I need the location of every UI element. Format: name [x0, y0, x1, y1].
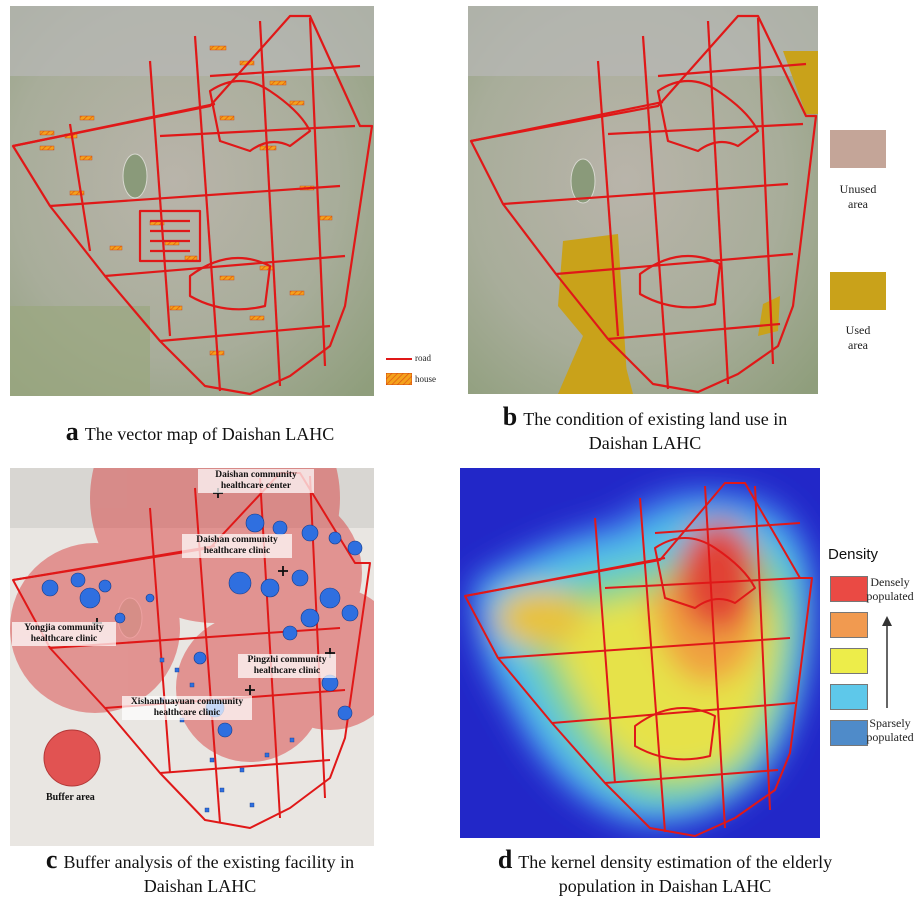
- density-swatch-3: [830, 648, 868, 674]
- used-area-label: Used area: [826, 323, 890, 353]
- panel-a-vector-map: [10, 6, 374, 396]
- unused-area-swatch: [830, 130, 886, 168]
- sparsely-populated-label: Sparsely populated: [862, 716, 918, 744]
- buffer-map-image: [10, 468, 374, 846]
- used-area-line-1: Used: [845, 323, 871, 337]
- caption-c-line-1: Buffer analysis of the existing facility…: [63, 852, 355, 872]
- density-legend-title: Density: [828, 546, 879, 563]
- density-swatch-2: [830, 612, 868, 638]
- caption-d-letter: d: [497, 845, 513, 874]
- caption-d-line-1: The kernel density estimation of the eld…: [518, 852, 833, 872]
- road-legend-icon: [386, 358, 412, 360]
- vector-map-image: [10, 6, 374, 396]
- facility-label-xishanhuayuan-clinic: Xishanhuayuan community healthcare clini…: [122, 696, 252, 720]
- density-swatch-5: [830, 720, 868, 746]
- house-legend-label: house: [415, 374, 436, 384]
- facility-label-pingzhi-clinic: Pingzhi community healthcare clinic: [238, 654, 336, 678]
- density-swatch-1: [830, 576, 868, 602]
- facility-label-xishanhuayuan-clinic-line-2: healthcare clinic: [153, 708, 221, 718]
- facility-label-healthcare-center-line-1: Daishan community: [215, 470, 297, 480]
- used-area-swatch: [830, 272, 886, 310]
- facility-label-yongjia-clinic: Yongjia community healthcare clinic: [12, 622, 116, 646]
- caption-b: b The condition of existing land use in D…: [470, 402, 820, 455]
- caption-c: c Buffer analysis of the existing facilit…: [0, 845, 400, 898]
- buffer-area-label: Buffer area: [46, 792, 95, 803]
- land-use-map-image: [468, 6, 818, 394]
- caption-a-text: The vector map of Daishan LAHC: [84, 424, 335, 444]
- used-area-line-2: area: [848, 338, 868, 352]
- caption-c-letter: c: [45, 845, 58, 874]
- facility-label-xishanhuayuan-clinic-line-1: Xishanhuayuan community: [130, 697, 244, 707]
- facility-label-pingzhi-clinic-line-2: healthcare clinic: [253, 666, 321, 676]
- unused-area-line-2: area: [848, 197, 868, 211]
- densely-populated-label: Densely populated: [862, 575, 918, 603]
- facility-label-healthcare-center: Daishan community healthcare center: [198, 469, 314, 493]
- densely-populated-line-2: populated: [866, 589, 914, 603]
- caption-b-letter: b: [502, 402, 518, 431]
- sparsely-populated-line-1: Sparsely: [869, 716, 911, 730]
- caption-a-letter: a: [65, 417, 79, 446]
- density-arrow-icon: [882, 616, 892, 708]
- caption-d-line-2: population in Daishan LAHC: [558, 876, 772, 896]
- unused-area-line-1: Unused: [839, 182, 877, 196]
- density-swatch-4: [830, 684, 868, 710]
- caption-c-line-2: Daishan LAHC: [143, 876, 257, 896]
- panel-b-land-use-map: [468, 6, 818, 394]
- facility-label-yongjia-clinic-line-1: Yongjia community: [24, 623, 104, 633]
- sparsely-populated-line-2: populated: [866, 730, 914, 744]
- facility-label-daishan-clinic: Daishan community healthcare clinic: [182, 534, 292, 558]
- facility-label-pingzhi-clinic-line-1: Pingzhi community: [247, 655, 327, 665]
- facility-label-daishan-clinic-line-2: healthcare clinic: [203, 546, 271, 556]
- facility-label-yongjia-clinic-line-2: healthcare clinic: [30, 634, 98, 644]
- densely-populated-line-1: Densely: [870, 575, 910, 589]
- caption-b-line-1: The condition of existing land use in: [523, 409, 788, 429]
- caption-b-line-2: Daishan LAHC: [588, 433, 702, 453]
- house-legend-icon: [386, 373, 412, 385]
- caption-a: a The vector map of Daishan LAHC: [20, 417, 380, 446]
- facility-label-daishan-clinic-line-1: Daishan community: [196, 535, 278, 545]
- kernel-density-map-image: [460, 468, 820, 838]
- unused-area-label: Unused area: [826, 182, 890, 212]
- road-legend-label: road: [415, 353, 431, 363]
- facility-label-healthcare-center-line-2: healthcare center: [220, 481, 292, 491]
- panel-c-buffer-map: Daishan community healthcare center Dais…: [10, 468, 374, 846]
- caption-d: d The kernel density estimation of the el…: [445, 845, 885, 898]
- panel-d-kernel-density-map: [460, 468, 820, 838]
